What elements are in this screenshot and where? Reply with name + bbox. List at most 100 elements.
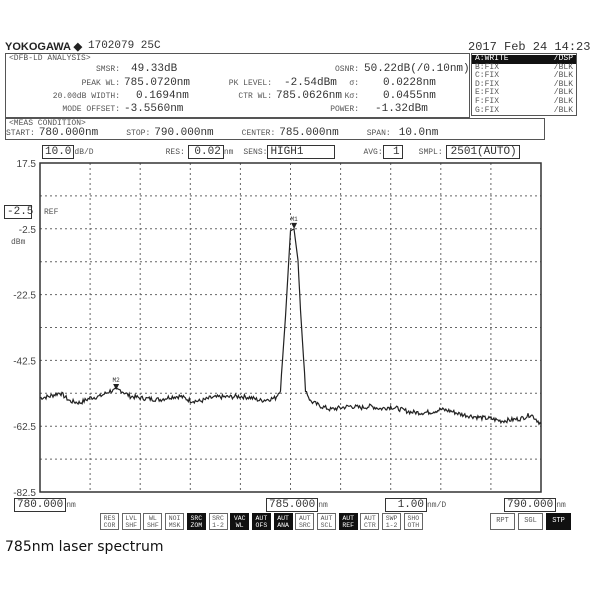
avg-field[interactable]: 1 (382, 145, 403, 159)
soft-key-line2: MSK (168, 522, 181, 529)
soft-key-line2: 1-2 (212, 522, 224, 529)
soft-key-line1: AUT (342, 515, 355, 522)
soft-key-line1: AUT (277, 515, 289, 522)
trace-name: G:FIX (475, 105, 500, 115)
analysis-panel: <DFB-LD ANALYSIS> SMSR: 49.33dB PEAK WL:… (5, 53, 470, 118)
model-serial: 1702079 25C (88, 40, 161, 52)
soft-key-line2: SRC (298, 522, 311, 529)
ksigma-label: Kσ: (344, 92, 359, 101)
soft-key-aut-ctr[interactable]: AUT CTR (360, 513, 380, 530)
trace-name: B:FIX (475, 62, 500, 72)
trace-mode: /BLK (553, 96, 573, 106)
smpl-field[interactable]: 2501(AUTO) (445, 145, 520, 159)
mode-offset-value: -3.5560nm (124, 103, 184, 115)
soft-key-line1: NOI (168, 515, 181, 522)
soft-key-line2: OFS (255, 522, 268, 529)
soft-key-sho-oth[interactable]: SHO OTH (403, 513, 423, 530)
soft-key-line1: SRC (212, 515, 224, 522)
sweep-sgl-button[interactable]: SGL (518, 513, 543, 530)
ref-label: REF (44, 208, 59, 217)
soft-key-aut-scl[interactable]: AUT SCL (317, 513, 336, 530)
soft-key-wl-shf[interactable]: WL SHF (143, 513, 163, 530)
pk-level-value: -2.54dBm (284, 77, 337, 89)
center-value[interactable]: 785.000nm (279, 127, 339, 139)
trace-mode: /BLK (553, 88, 573, 98)
x-center-field[interactable]: 785.000 (266, 498, 319, 512)
x-start-field[interactable]: 780.000 (14, 498, 67, 512)
soft-key-aut-src[interactable]: AUT SRC (295, 513, 315, 530)
power-label: POWER: (330, 105, 359, 114)
stop-label: STOP: (126, 129, 151, 138)
soft-key-line2: SCL (320, 522, 333, 529)
x-div-unit: nm/D (427, 501, 447, 510)
ctr-wl-label: CTR WL: (238, 92, 272, 101)
pk-level-label: PK LEVEL: (228, 79, 272, 88)
x-stop-field[interactable]: 790.000 (504, 498, 557, 512)
x-stop-unit: nm (556, 501, 566, 510)
trace-item[interactable]: E:FIX/BLK (472, 89, 576, 98)
ksigma-value: 0.0455nm (383, 90, 436, 102)
soft-key-swp-1-2[interactable]: SWP 1-2 (382, 513, 402, 530)
soft-key-line1: SHO (407, 515, 420, 522)
y-tick-label: 17.5 (17, 159, 37, 170)
x-start-unit: nm (66, 501, 76, 510)
soft-key-line1: AUT (255, 515, 268, 522)
caption: 785nm laser spectrum (5, 539, 164, 555)
soft-key-src-1-2[interactable]: SRC 1-2 (208, 513, 228, 530)
trace-list: A:WRITE/DSP B:FIX/BLK C:FIX/BLK D:FIX/BLK E:… (471, 53, 577, 116)
y-tick-label: -62.5 (13, 422, 36, 433)
y-tick-label: -42.5 (13, 356, 36, 367)
sens-field[interactable]: HIGH1 (267, 145, 336, 159)
trace-item[interactable]: G:FIX/BLK (472, 105, 576, 116)
trace-item[interactable]: D:FIX/BLK (472, 80, 576, 90)
soft-key-aut-ref[interactable]: AUT REF (338, 513, 358, 530)
trace-mode: /BLK (553, 62, 573, 72)
soft-key-line2: COR (103, 522, 116, 529)
res-field[interactable]: 0.02 (187, 145, 224, 159)
scale-field[interactable]: 10.0 (42, 145, 75, 159)
start-label: START: (6, 129, 35, 138)
soft-key-line2: ZOM (190, 522, 203, 529)
soft-key-line2: 1-2 (385, 522, 398, 529)
y-tick-label: -82.5 (13, 488, 36, 499)
soft-key-noi-msk[interactable]: NOI MSK (165, 513, 185, 530)
trace-item[interactable]: A:WRITE/DSP (472, 54, 576, 64)
start-value[interactable]: 780.000nm (38, 127, 99, 139)
x-center-unit: nm (318, 501, 328, 510)
soft-key-line1: VAC (233, 515, 246, 522)
span-value[interactable]: 10.0nm (398, 127, 439, 139)
trace-mode: /BLK (553, 105, 573, 115)
soft-key-aut-ana[interactable]: AUT ANA (273, 513, 293, 530)
sweep-stp-button[interactable]: STP (546, 513, 571, 530)
osnr-label: OSNR: (334, 65, 359, 74)
spectrum-trace (39, 227, 542, 426)
trace-name: F:FIX (475, 96, 500, 106)
trace-item[interactable]: C:FIX/BLK (472, 72, 576, 81)
trace-item[interactable]: B:FIX/BLK (472, 62, 576, 73)
soft-key-lvl-shf[interactable]: LVL SHF (121, 513, 141, 530)
soft-key-line1: SRC (190, 515, 203, 522)
sigma-value: 0.0228nm (383, 77, 436, 89)
trace-item[interactable]: F:FIX/BLK (472, 96, 576, 107)
soft-key-vac-wl[interactable]: VAC WL (230, 513, 250, 530)
marker-2-icon (113, 384, 120, 391)
soft-key-line2: WL (235, 522, 244, 529)
soft-key-line1: SWP (385, 515, 398, 522)
soft-key-aut-ofs[interactable]: AUT OFS (251, 513, 271, 530)
soft-key-res-cor[interactable]: RES COR (100, 513, 119, 530)
x-div-field[interactable]: 1.00 (385, 498, 427, 512)
center-label: CENTER: (241, 129, 276, 138)
soft-key-src-zom[interactable]: SRC ZOM (186, 513, 206, 530)
sigma-label: σ: (349, 79, 359, 88)
power-value: -1.32dBm (375, 103, 428, 115)
soft-key-line1: RES (103, 515, 116, 522)
soft-key-line2: REF (342, 522, 355, 529)
marker-label: M1 (291, 216, 299, 223)
osnr-value: 50.22dB(/0.10nm) (364, 63, 470, 75)
peak-wl-value: 785.0720nm (124, 77, 191, 89)
ctr-wl-value: 785.0626nm (276, 90, 343, 102)
marker-label: M2 (113, 377, 121, 384)
stop-value[interactable]: 790.000nm (154, 127, 214, 139)
sweep-rpt-button[interactable]: RPT (490, 513, 515, 530)
ref-level-field[interactable]: -2.5 (4, 205, 33, 219)
